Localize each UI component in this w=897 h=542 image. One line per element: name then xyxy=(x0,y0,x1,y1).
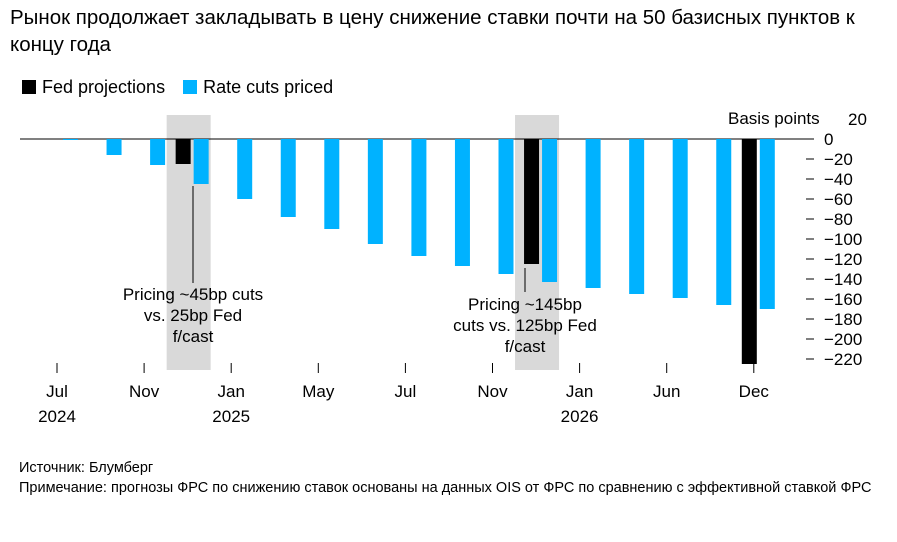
bar-priced-15 xyxy=(716,139,732,305)
source-note: Источник: Блумберг xyxy=(19,460,154,476)
bar-priced-1 xyxy=(106,139,122,155)
bar-priced-2 xyxy=(150,139,166,165)
legend-label-priced: Rate cuts priced xyxy=(203,76,334,97)
y-tick-label-8: −140 xyxy=(824,270,862,289)
annotation-1-line-2: f/cast xyxy=(505,337,546,356)
y-axis-title: Basis points xyxy=(728,109,820,128)
x-tick-label-7: Jun xyxy=(653,382,680,401)
x-tick-label-5: Nov xyxy=(477,382,508,401)
legend-item-rate-cuts: Rate cuts priced xyxy=(183,77,333,98)
y-tick-label-10: −180 xyxy=(824,310,862,329)
y-tick-label-1: 0 xyxy=(824,130,833,149)
y-tick-label-7: −120 xyxy=(824,250,862,269)
x-tick-label-4: Jul xyxy=(395,382,417,401)
x-tick-label-2: Jan xyxy=(217,382,244,401)
chart-area: 20 0−20−40−60−80−100−120−140−160−180−200−… xyxy=(20,109,867,426)
chart-title: Рынок продолжает закладывать в цену сниж… xyxy=(10,6,855,56)
bar-priced-3 xyxy=(193,139,209,184)
bar-fed-3 xyxy=(175,139,191,164)
bar-priced-14 xyxy=(672,139,688,298)
y-tick-label-9: −160 xyxy=(824,290,862,309)
legend-swatch-priced xyxy=(183,80,198,94)
bar-priced-11 xyxy=(542,139,558,282)
bar-priced-0 xyxy=(63,139,78,140)
annotation-0-line-1: vs. 25bp Fed xyxy=(144,306,242,325)
bar-priced-13 xyxy=(629,139,645,294)
bar-priced-8 xyxy=(411,139,427,256)
footnote: Примечание: прогнозы ФРС по снижению ста… xyxy=(19,480,872,496)
bar-fed-16 xyxy=(741,139,757,364)
bar-priced-12 xyxy=(585,139,601,288)
y-tick-label-3: −40 xyxy=(824,170,853,189)
bar-priced-10 xyxy=(498,139,514,274)
x-year-label-0: 2024 xyxy=(38,407,76,426)
x-tick-label-8: Dec xyxy=(739,382,770,401)
bar-priced-16 xyxy=(759,139,775,309)
y-tick-label-0: 20 xyxy=(848,110,867,129)
annotation-1-line-0: Pricing ~145bp xyxy=(468,295,582,314)
x-tick-label-0: Jul xyxy=(46,382,68,401)
legend-item-fed-projections: Fed projections xyxy=(22,77,165,98)
x-year-label-6: 2026 xyxy=(561,407,599,426)
bar-fed-11 xyxy=(524,139,540,264)
y-tick-label-5: −80 xyxy=(824,210,853,229)
legend-swatch-fed xyxy=(22,80,36,94)
x-tick-label-1: Nov xyxy=(129,382,160,401)
annotation-0-line-0: Pricing ~45bp cuts xyxy=(123,285,263,304)
x-tick-label-6: Jan xyxy=(566,382,593,401)
y-tick-label-2: −20 xyxy=(824,150,853,169)
annotation-1-line-1: cuts vs. 125bp Fed xyxy=(453,316,597,335)
y-tick-label-6: −100 xyxy=(824,230,862,249)
legend: Fed projections Rate cuts priced xyxy=(22,76,351,98)
y-tick-label-11: −200 xyxy=(824,330,862,349)
x-tick-label-3: May xyxy=(302,382,335,401)
bar-priced-9 xyxy=(454,139,470,266)
x-year-label-2: 2025 xyxy=(212,407,250,426)
legend-label-fed: Fed projections xyxy=(42,76,166,97)
bar-priced-7 xyxy=(367,139,383,244)
bar-priced-5 xyxy=(280,139,296,217)
bar-priced-4 xyxy=(237,139,253,199)
y-tick-label-4: −60 xyxy=(824,190,853,209)
y-tick-label-12: −220 xyxy=(824,350,862,369)
bar-priced-6 xyxy=(324,139,340,229)
annotation-0-line-2: f/cast xyxy=(173,327,214,346)
